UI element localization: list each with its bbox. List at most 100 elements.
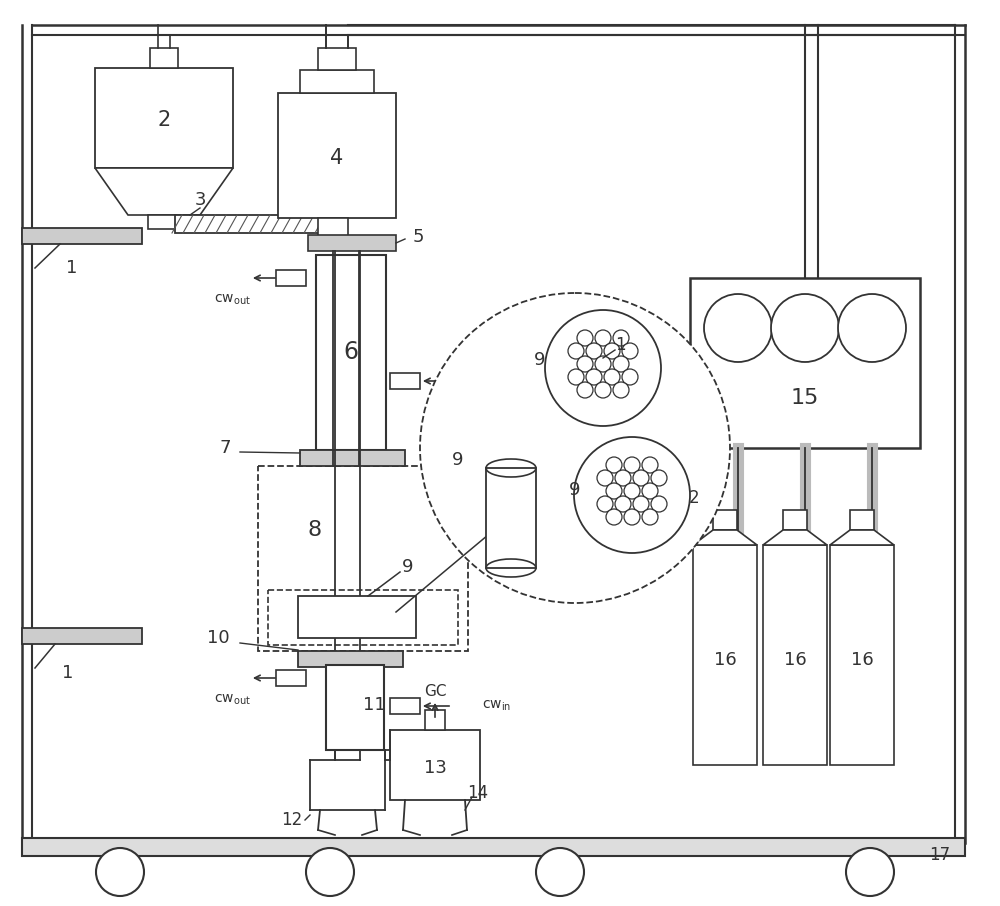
Text: 1: 1 [66, 259, 78, 277]
Circle shape [613, 382, 629, 398]
Circle shape [622, 369, 638, 385]
Bar [298, 596, 416, 638]
Bar [850, 510, 874, 530]
Text: $\mathregular{cw_{out}}$: $\mathregular{cw_{out}}$ [214, 693, 250, 708]
Bar [316, 255, 386, 450]
Circle shape [595, 382, 611, 398]
Circle shape [642, 483, 658, 499]
Circle shape [838, 294, 906, 362]
Circle shape [545, 310, 661, 426]
Circle shape [615, 470, 631, 486]
Text: 16: 16 [784, 651, 806, 669]
Text: 6: 6 [344, 340, 358, 364]
Bar [258, 466, 468, 651]
Bar [278, 93, 396, 218]
Circle shape [651, 470, 667, 486]
Bar [690, 278, 920, 448]
Text: $\mathregular{cw_{out}}$: $\mathregular{cw_{out}}$ [214, 293, 250, 307]
Polygon shape [830, 545, 894, 765]
Text: 2: 2 [157, 110, 171, 130]
Circle shape [577, 382, 593, 398]
Circle shape [574, 437, 690, 553]
Text: 3: 3 [194, 191, 206, 209]
Text: $\mathregular{cw_{in}}$: $\mathregular{cw_{in}}$ [482, 374, 511, 388]
Bar [318, 48, 356, 70]
Circle shape [613, 330, 629, 346]
Bar [308, 235, 396, 251]
Polygon shape [763, 545, 827, 765]
Circle shape [606, 457, 622, 473]
Circle shape [568, 343, 584, 359]
Circle shape [633, 496, 649, 512]
Text: $\mathregular{cw_{in}}$: $\mathregular{cw_{in}}$ [482, 699, 511, 713]
Bar [713, 510, 737, 530]
Text: 1: 1 [615, 336, 625, 354]
Bar [276, 270, 306, 286]
Bar [276, 670, 306, 686]
Bar [95, 68, 233, 168]
Text: 14: 14 [467, 784, 489, 802]
Bar [390, 373, 420, 389]
Text: 16: 16 [851, 651, 873, 669]
Bar [326, 665, 384, 750]
Bar [298, 651, 403, 667]
Circle shape [420, 293, 730, 603]
Bar [22, 628, 142, 644]
Text: 17: 17 [929, 846, 950, 864]
Text: 8: 8 [308, 520, 322, 540]
Text: 5: 5 [412, 228, 424, 246]
Text: GC: GC [424, 685, 446, 699]
Circle shape [642, 509, 658, 525]
Circle shape [597, 496, 613, 512]
Circle shape [606, 483, 622, 499]
Circle shape [306, 848, 354, 896]
Text: 9: 9 [452, 451, 464, 469]
Bar [318, 218, 348, 236]
Circle shape [633, 470, 649, 486]
Polygon shape [763, 530, 827, 545]
Bar [783, 510, 807, 530]
Bar [175, 215, 335, 233]
Circle shape [595, 356, 611, 372]
Bar [150, 48, 178, 68]
Circle shape [586, 343, 602, 359]
Bar [22, 838, 965, 856]
Circle shape [846, 848, 894, 896]
Polygon shape [693, 545, 757, 765]
Circle shape [704, 294, 772, 362]
Circle shape [597, 470, 613, 486]
Bar [390, 730, 480, 800]
Circle shape [536, 848, 584, 896]
Polygon shape [830, 530, 894, 545]
Text: 9: 9 [402, 558, 414, 576]
Circle shape [604, 343, 620, 359]
Text: 7: 7 [219, 439, 231, 457]
Circle shape [577, 330, 593, 346]
Text: 12: 12 [281, 811, 302, 829]
Bar [268, 590, 458, 645]
Circle shape [604, 369, 620, 385]
Circle shape [771, 294, 839, 362]
Text: 2: 2 [689, 489, 699, 507]
Polygon shape [693, 530, 757, 545]
Bar [300, 450, 405, 466]
Bar [425, 710, 445, 730]
Bar [148, 215, 176, 229]
Circle shape [606, 509, 622, 525]
Text: 1: 1 [62, 664, 74, 682]
Bar [390, 698, 420, 714]
Text: 11: 11 [363, 696, 385, 714]
Circle shape [651, 496, 667, 512]
Circle shape [615, 496, 631, 512]
Circle shape [622, 343, 638, 359]
Circle shape [595, 330, 611, 346]
Bar [300, 70, 374, 93]
Circle shape [577, 356, 593, 372]
Text: 15: 15 [791, 388, 819, 408]
Bar [486, 468, 536, 568]
Bar [22, 228, 142, 244]
Text: 10: 10 [207, 629, 229, 647]
Circle shape [624, 509, 640, 525]
Circle shape [96, 848, 144, 896]
Text: 16: 16 [714, 651, 736, 669]
